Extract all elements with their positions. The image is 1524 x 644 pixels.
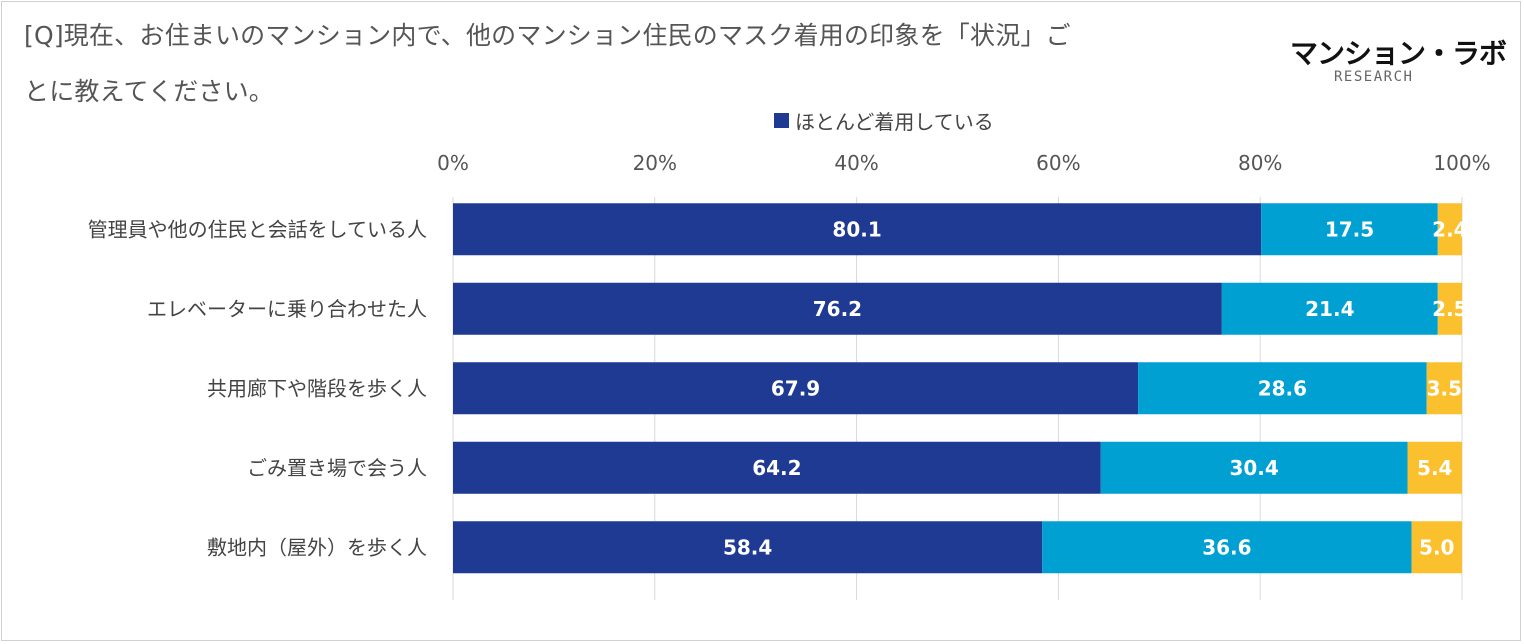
x-tick-label: 20% xyxy=(633,151,677,175)
bar-segment xyxy=(453,441,1101,494)
data-label: 67.9 xyxy=(771,376,820,400)
bar-segment xyxy=(1437,282,1462,335)
data-label: 17.5 xyxy=(1325,217,1374,241)
chart-title-line-1: [Q]現在、お住まいのマンション内で、他のマンション住民のマスク着用の印象を「状… xyxy=(24,21,1071,50)
data-label: 5.4 xyxy=(1417,456,1452,480)
bar-segment xyxy=(1138,362,1427,415)
data-label: 80.1 xyxy=(832,217,881,241)
x-tick-label: 80% xyxy=(1238,151,1282,175)
bar-segment xyxy=(1437,203,1462,256)
bar-segment xyxy=(1411,521,1462,574)
bar-segment xyxy=(1426,362,1462,415)
bar-segment xyxy=(453,203,1262,256)
category-label: エレベーターに乗り合わせた人 xyxy=(147,297,427,321)
data-label: 2.4 xyxy=(1432,217,1467,241)
category-label: ごみ置き場で会う人 xyxy=(247,456,427,480)
x-tick-label: 0% xyxy=(437,151,469,175)
data-label: 58.4 xyxy=(723,535,772,559)
data-label: 30.4 xyxy=(1229,456,1278,480)
x-tick-label: 100% xyxy=(1433,151,1490,175)
category-label: 共用廊下や階段を歩く人 xyxy=(207,376,427,400)
data-label: 28.6 xyxy=(1258,376,1307,400)
x-tick-label: 40% xyxy=(834,151,878,175)
category-label: 敷地内（屋外）を歩く人 xyxy=(207,535,427,559)
bar-segment xyxy=(1221,282,1438,335)
data-label: 76.2 xyxy=(813,297,862,321)
chart-legend: ほとんど着用している xyxy=(774,106,994,135)
bar-segment xyxy=(1042,521,1412,574)
data-label: 3.5 xyxy=(1427,376,1462,400)
data-label: 5.0 xyxy=(1419,535,1454,559)
bar-segment xyxy=(453,521,1043,574)
bar-segment xyxy=(1261,203,1438,256)
data-label: 21.4 xyxy=(1305,297,1354,321)
category-label: 管理員や他の住民と会話をしている人 xyxy=(88,217,427,241)
legend-label: ほとんど着用している xyxy=(795,110,994,134)
bar-segment xyxy=(1407,441,1462,494)
x-tick-label: 60% xyxy=(1036,151,1080,175)
brand-logo-text: マンション・ラボ xyxy=(1290,37,1507,70)
data-label: 64.2 xyxy=(752,456,801,480)
brand-logo-subtitle: RESEARCH xyxy=(1334,69,1414,85)
data-label: 36.6 xyxy=(1202,535,1251,559)
bar-segment xyxy=(1100,441,1408,494)
bar-segment xyxy=(453,282,1222,335)
data-label: 2.5 xyxy=(1432,297,1467,321)
bar-segment xyxy=(453,362,1139,415)
chart-title-line-2: とに教えてください。 xyxy=(24,77,275,106)
legend-swatch xyxy=(774,113,789,128)
